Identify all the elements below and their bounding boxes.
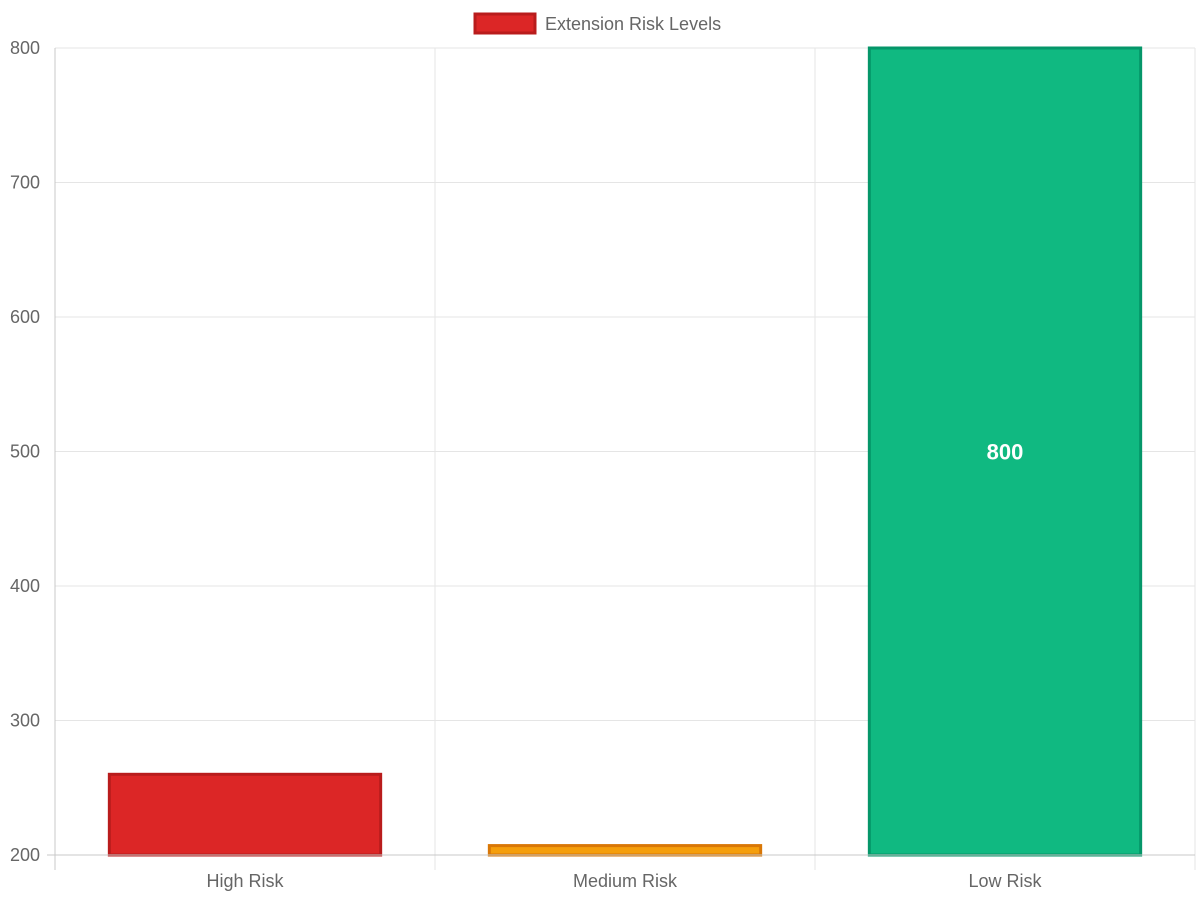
bars-layer bbox=[107, 46, 1143, 857]
data-label: 800 bbox=[987, 440, 1024, 465]
grid-layer bbox=[55, 47, 1196, 870]
legend-label: Extension Risk Levels bbox=[545, 14, 721, 34]
bar bbox=[487, 844, 763, 857]
y-tick-label: 600 bbox=[10, 307, 40, 327]
x-tick-label: High Risk bbox=[206, 871, 284, 891]
x-tick-label: Low Risk bbox=[968, 871, 1042, 891]
y-tick-label: 700 bbox=[10, 173, 40, 193]
bar bbox=[107, 772, 383, 857]
y-tick-label: 800 bbox=[10, 38, 40, 58]
labels-layer: 200 300 400 500 600 700 800 High Risk Medium Ris… bbox=[10, 38, 1043, 891]
axis-layer bbox=[47, 48, 1195, 870]
y-tick-label: 500 bbox=[10, 442, 40, 462]
legend[interactable]: Extension Risk Levels bbox=[473, 12, 721, 35]
legend-swatch bbox=[473, 12, 537, 35]
y-tick-label: 300 bbox=[10, 711, 40, 731]
bar bbox=[867, 46, 1143, 857]
x-tick-label: Medium Risk bbox=[573, 871, 678, 891]
y-tick-label: 200 bbox=[10, 845, 40, 865]
y-tick-label: 400 bbox=[10, 576, 40, 596]
